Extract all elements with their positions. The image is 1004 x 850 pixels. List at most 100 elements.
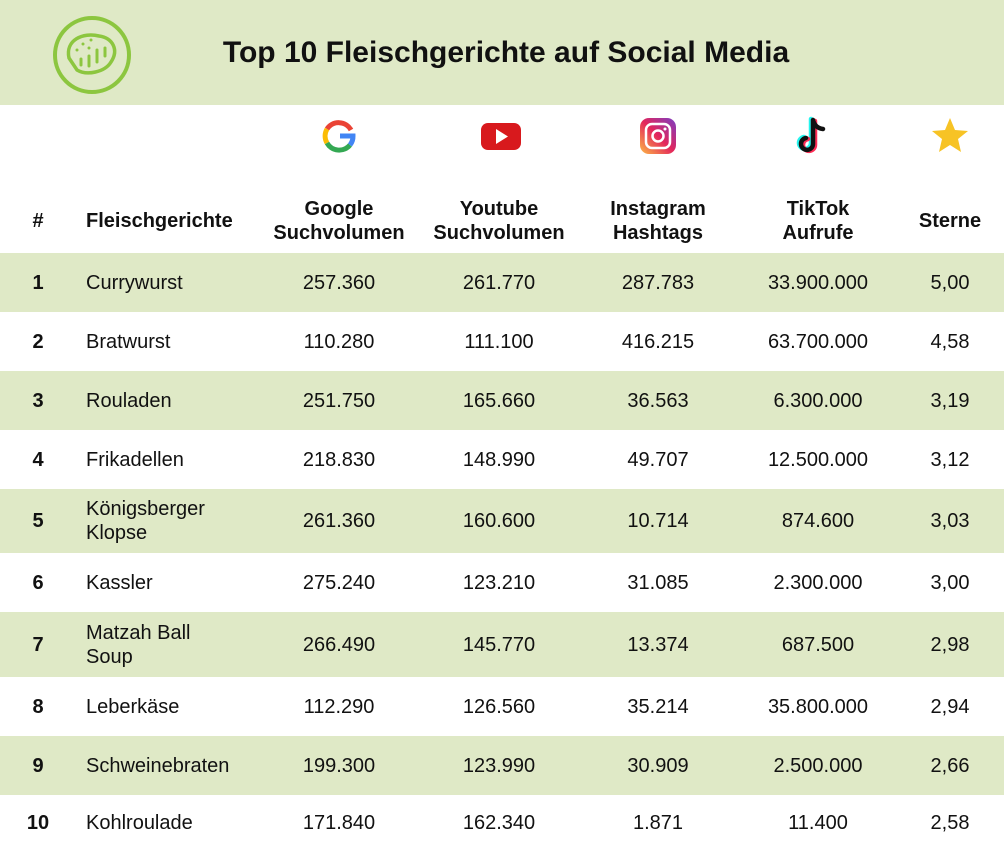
header-line: TikTok: [786, 198, 850, 220]
cell-value: 1.871: [632, 811, 684, 834]
header-line: Suchvolumen: [273, 222, 405, 244]
cell-value: 5,00: [930, 271, 970, 294]
column-header: Fleischgerichte: [86, 190, 256, 252]
cell-value: 10.714: [627, 510, 689, 532]
dish-name: Frikadellen: [86, 430, 256, 489]
column-header: TikTok Aufrufe: [738, 190, 898, 252]
table-row: 3 Rouladen 251.750 165.660 36.563 6.300.000 3,…: [0, 371, 1004, 430]
dish-text: Schweinebraten: [86, 754, 230, 777]
cell-value: 266.490: [302, 633, 376, 656]
header-line: #: [32, 210, 44, 232]
cell-value: 2.300.000: [773, 571, 863, 594]
table-row: 6 Kassler 275.240 123.210 31.085 2.300.000 3,0…: [0, 553, 1004, 612]
rank: 4: [32, 448, 44, 471]
cell-value: 112.290: [303, 695, 375, 718]
rank: 8: [32, 695, 44, 718]
cell-value: 3,00: [930, 571, 970, 594]
cell-value: 2,66: [930, 754, 970, 777]
cell-value: 123.210: [462, 571, 536, 594]
cell-value: 218.830: [302, 448, 376, 471]
header-line: Fleischgerichte: [86, 210, 233, 232]
cell-value: 2,58: [930, 811, 970, 834]
cell-value: 35.800.000: [767, 695, 869, 718]
rank: 9: [32, 754, 44, 777]
table-row: 1 Currywurst 257.360 261.770 287.783 33.900.0…: [0, 253, 1004, 312]
dish-text: Königsberger Klopse: [86, 498, 205, 544]
table-row: 5 Königsberger Klopse 261.360 160.600 10.714…: [0, 489, 1004, 553]
cell-value: 3,12: [930, 448, 970, 471]
dish-text: Currywurst: [86, 271, 183, 294]
cell-value: 874.600: [781, 510, 855, 532]
rank: 1: [32, 271, 44, 294]
cell-value: 111.100: [464, 330, 534, 353]
rank: 3: [32, 389, 44, 412]
cell-value: 126.560: [462, 695, 536, 718]
cell-value: 148.990: [462, 448, 536, 471]
cell-value: 165.660: [462, 389, 536, 412]
dish-text: Kohlroulade: [86, 811, 193, 834]
cell-value: 63.700.000: [767, 330, 869, 353]
table-row: 8 Leberkäse 112.290 126.560 35.214 35.800.000…: [0, 677, 1004, 736]
cell-value: 257.360: [302, 271, 376, 294]
cell-value: 13.374: [627, 633, 689, 656]
header-line: Youtube: [459, 198, 539, 220]
cell-value: 171.840: [302, 811, 376, 834]
rank: 6: [32, 571, 44, 594]
cell-value: 2,94: [930, 695, 970, 718]
dish-name: Königsberger Klopse: [86, 489, 256, 553]
cell-value: 199.300: [302, 754, 376, 777]
dish-name: Kassler: [86, 553, 256, 612]
cell-value: 31.085: [627, 571, 689, 594]
dish-name: Matzah Ball Soup: [86, 612, 256, 677]
cell-value: 33.900.000: [767, 271, 869, 294]
column-header: #: [8, 190, 68, 252]
title: Top 10 Fleischgerichte auf Social Media: [222, 36, 790, 69]
cell-value: 275.240: [302, 571, 376, 594]
header-line: Suchvolumen: [433, 222, 565, 244]
cell-value: 3,03: [930, 510, 970, 532]
cell-value: 3,19: [930, 389, 970, 412]
icons: [322, 116, 968, 154]
cell-value: 4,58: [930, 330, 970, 353]
cell-value: 162.340: [462, 811, 536, 834]
table-row: 9 Schweinebraten 199.300 123.990 30.909 2.500…: [0, 736, 1004, 795]
cell-value: 35.214: [627, 695, 689, 718]
google-icon: [322, 120, 356, 153]
column-header: Youtube Suchvolumen: [424, 190, 574, 252]
header-line: Aufrufe: [782, 222, 854, 244]
cell-value: 36.563: [627, 389, 689, 412]
instagram-icon: [640, 118, 676, 154]
dish-text: Rouladen: [86, 389, 172, 412]
tiktok-icon: [796, 116, 826, 154]
cell-value: 416.215: [621, 330, 695, 353]
star-icon: [932, 118, 968, 152]
rank: 7: [32, 633, 44, 656]
dish-name: Leberkäse: [86, 677, 256, 736]
rank: 5: [32, 510, 44, 532]
column-header: Google Suchvolumen: [264, 190, 414, 252]
cell-value: 49.707: [627, 448, 689, 471]
rank: 10: [26, 811, 50, 834]
cell-value: 110.280: [303, 330, 375, 353]
cell-value: 287.783: [621, 271, 695, 294]
table-row: 2 Bratwurst 110.280 111.100 416.215 63.700.00…: [0, 312, 1004, 371]
cell-value: 687.500: [781, 633, 855, 656]
table-row: 4 Frikadellen 218.830 148.990 49.707 12.500.0…: [0, 430, 1004, 489]
column-header: Instagram Hashtags: [583, 190, 733, 252]
cell-value: 2.500.000: [773, 754, 863, 777]
header-line: Instagram: [610, 198, 706, 220]
table-row: 10 Kohlroulade 171.840 162.340 1.871 11.400 2,…: [0, 795, 1004, 850]
cell-value: 261.770: [462, 271, 536, 294]
dish-text: Matzah Ball Soup: [86, 621, 191, 668]
cell-value: 145.770: [462, 633, 536, 656]
dish-name: Rouladen: [86, 371, 256, 430]
cell-value: 30.909: [627, 754, 689, 777]
dish-text: Leberkäse: [86, 695, 180, 718]
column-header: Sterne: [900, 190, 1000, 252]
youtube-icon: [481, 123, 521, 150]
logo: [53, 16, 131, 94]
header-line: Sterne: [918, 210, 982, 232]
header-line: Hashtags: [612, 222, 704, 244]
cell-value: 261.360: [302, 510, 376, 532]
